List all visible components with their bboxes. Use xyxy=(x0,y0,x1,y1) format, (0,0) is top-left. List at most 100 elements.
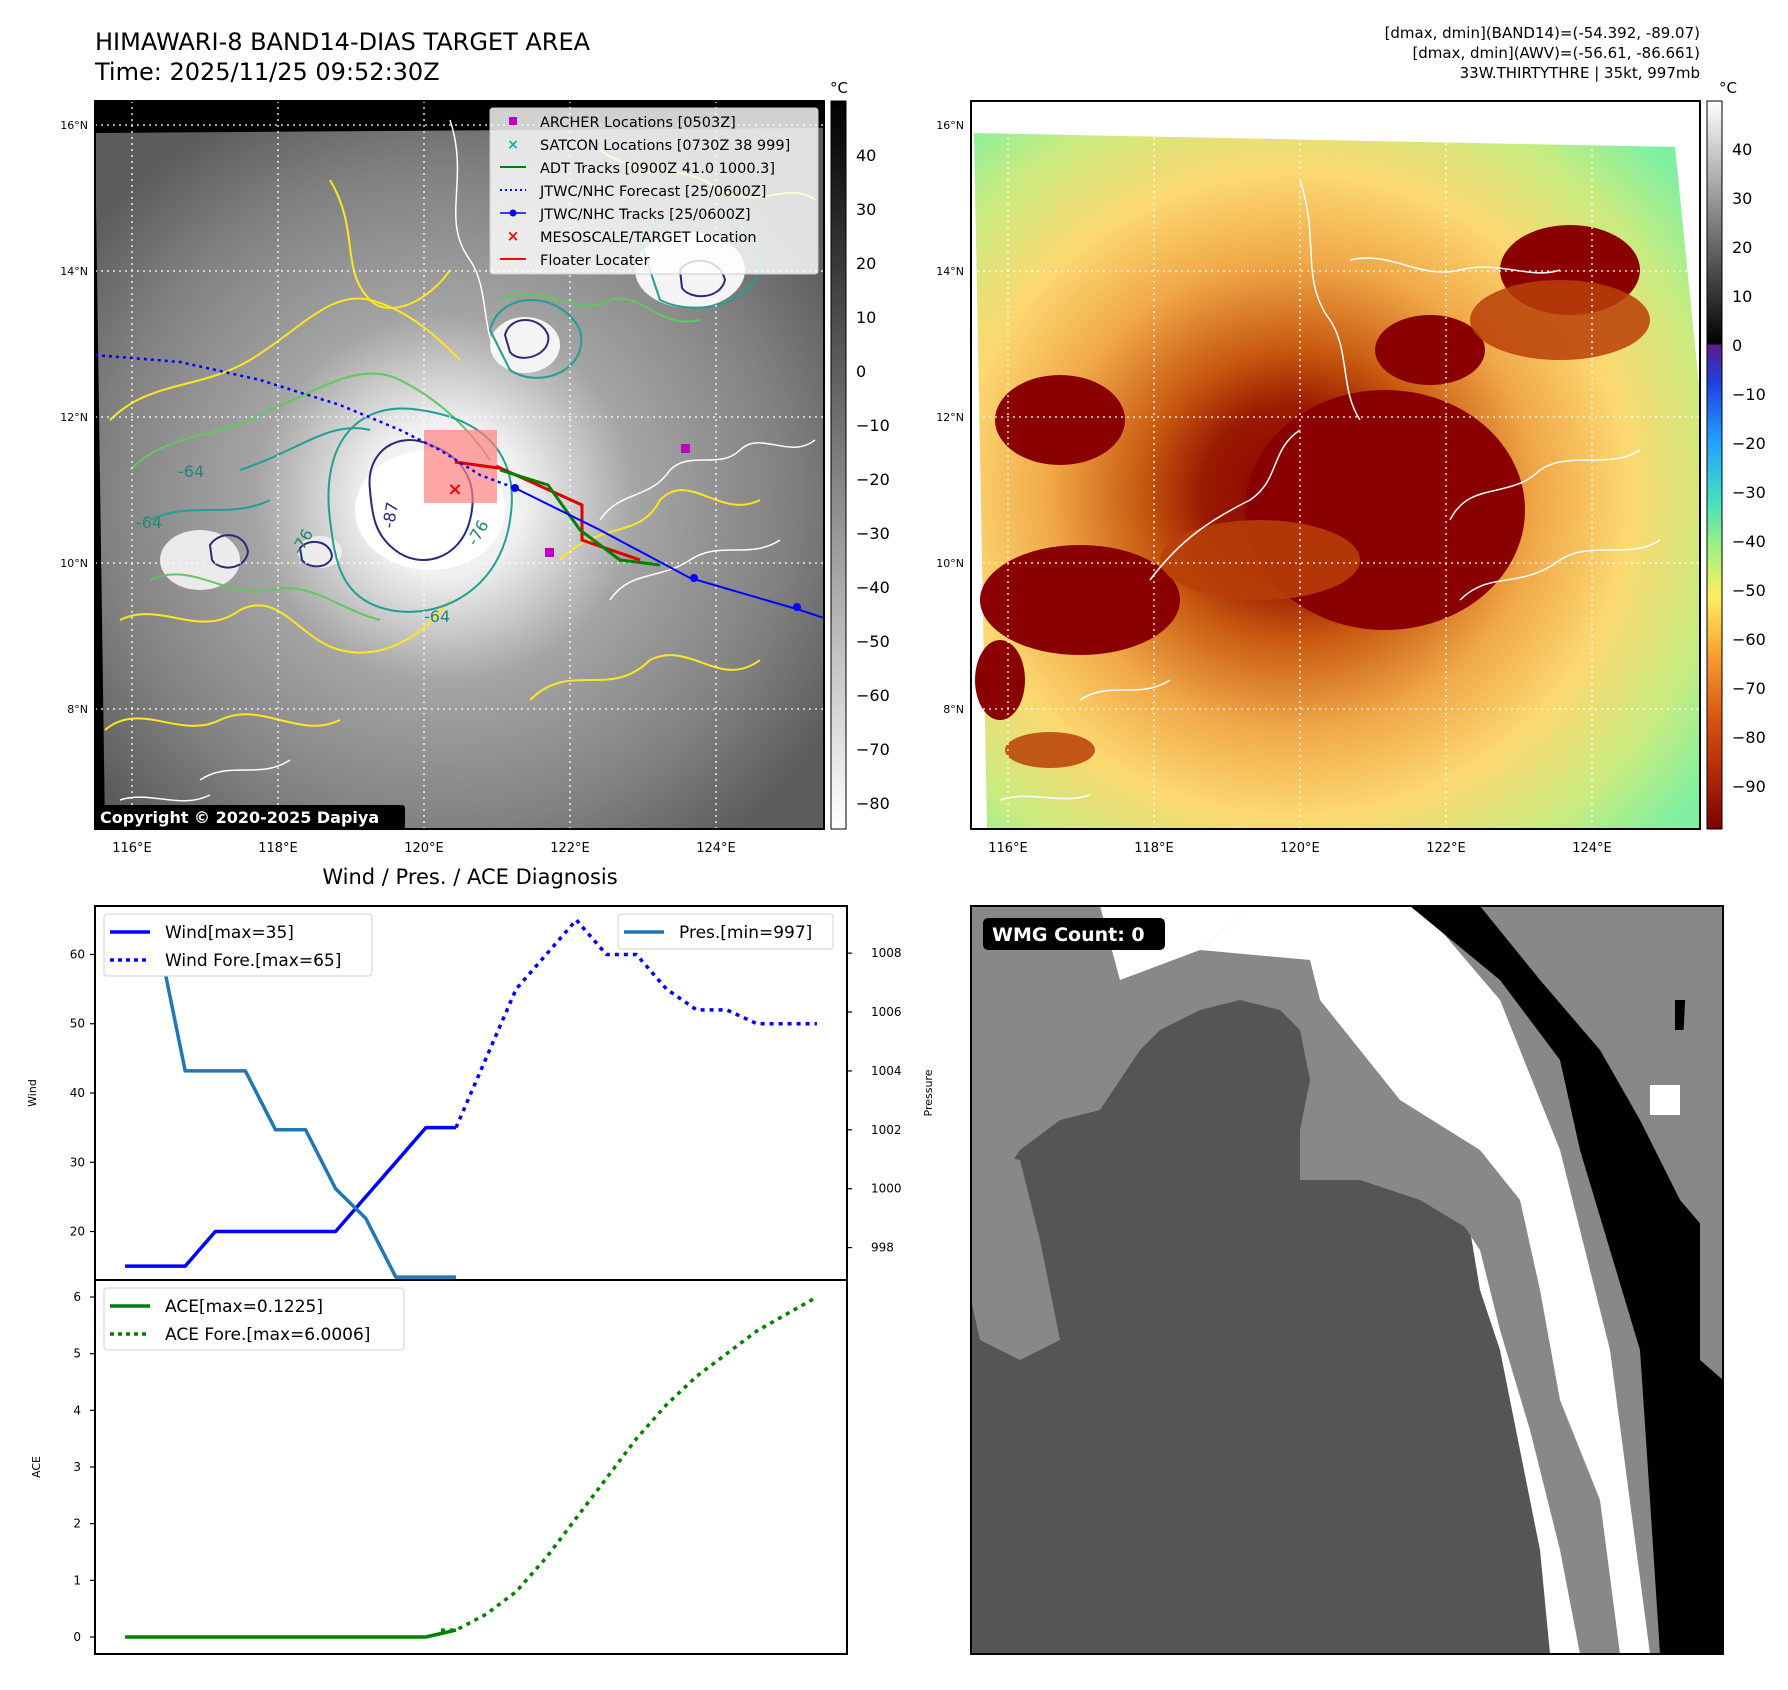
map-legend: × × ARCHER Locations [0503Z] SATCON Loca… xyxy=(489,107,819,275)
wind-forecast-line xyxy=(454,918,817,1129)
colorbar-tick: 0 xyxy=(856,362,866,381)
colorbar-tick: −60 xyxy=(1732,630,1766,649)
colorbar-tick: 40 xyxy=(856,146,876,165)
colorbar-tick: 20 xyxy=(1732,238,1752,257)
colorbar-unit: °C xyxy=(1719,79,1737,97)
lon-tick: 118°E xyxy=(258,841,298,856)
lon-tick: 120°E xyxy=(404,841,444,856)
contour-label: -64 xyxy=(178,462,204,481)
pressure-legend: Pres.[min=997] xyxy=(617,913,834,950)
colorbar-tick: −60 xyxy=(856,686,890,705)
wind-tick-label: 40 xyxy=(70,1086,85,1100)
lon-tick: 124°E xyxy=(696,841,736,856)
pressure-tick-label: 1006 xyxy=(871,1005,902,1019)
colorbar-tick: 40 xyxy=(1732,140,1752,159)
lat-tick: 16°N xyxy=(60,119,88,132)
colorbar-tick: −70 xyxy=(1732,679,1766,698)
pressure-tick-label: 1008 xyxy=(871,946,902,960)
legend-entry-jtwc-tracks: JTWC/NHC Tracks [25/0600Z] xyxy=(539,207,751,223)
colorbar-tick: −80 xyxy=(1732,728,1766,747)
mesoscale-target-marker: × xyxy=(447,479,462,500)
colorbar-tick: −20 xyxy=(1732,434,1766,453)
ace-tick-label: 1 xyxy=(73,1573,81,1587)
colorbar-tick: −40 xyxy=(1732,532,1766,551)
svg-text:×: × xyxy=(507,227,520,245)
lat-tick: 14°N xyxy=(60,265,88,278)
legend-entry-floater: Floater Locater xyxy=(540,253,649,269)
awv-map xyxy=(971,101,1700,829)
legend-ace: ACE[max=0.1225] xyxy=(165,1297,323,1317)
pressure-axis-label: Pressure xyxy=(922,1069,935,1116)
legend-wind-forecast: Wind Fore.[max=65] xyxy=(165,951,341,971)
ir-map-lon-ticks: 116°E 118°E 120°E 122°E 124°E xyxy=(112,841,736,856)
ace-tick-label: 6 xyxy=(73,1290,81,1304)
colorbar-tick: 30 xyxy=(1732,189,1752,208)
diagnosis-title: Wind / Pres. / ACE Diagnosis xyxy=(322,865,617,889)
legend-pressure: Pres.[min=997] xyxy=(679,923,812,943)
wind-line xyxy=(125,1125,456,1268)
colorbar-tick: −80 xyxy=(856,794,890,813)
jtwc-forecast-track xyxy=(95,353,516,490)
colorbar-tick: −50 xyxy=(856,632,890,651)
figure-title: HIMAWARI-8 BAND14-DIAS TARGET AREA xyxy=(95,28,591,56)
colorbar-tick: −70 xyxy=(856,740,890,759)
ace-tick-label: 4 xyxy=(73,1403,81,1417)
colorbar-tick: −50 xyxy=(1732,581,1766,600)
ace-axis-label: ACE xyxy=(30,1456,43,1478)
jtwc-track-point xyxy=(793,603,801,611)
colorbar-tick: 20 xyxy=(856,254,876,273)
floater-locater-track xyxy=(454,460,641,562)
lon-tick: 116°E xyxy=(112,841,152,856)
colorbar-tick: 0 xyxy=(1732,336,1742,355)
colorbar-unit: °C xyxy=(830,79,848,97)
colorbar-tick: −10 xyxy=(1732,385,1766,404)
lon-tick: 124°E xyxy=(1572,841,1612,856)
lat-tick: 10°N xyxy=(936,557,964,570)
ir-map: -64 -64 -76 -76 -87 -64 × × × xyxy=(95,101,824,829)
lon-tick: 122°E xyxy=(550,841,590,856)
wind-tick-label: 20 xyxy=(70,1225,85,1239)
colorbar-tick: 10 xyxy=(1732,287,1752,306)
copyright-label: Copyright © 2020-2025 Dapiya xyxy=(100,808,379,827)
ir-map-lat-ticks: 16°N 14°N 12°N 10°N 8°N xyxy=(60,119,88,716)
ace-legend: ACE[max=0.1225] ACE Fore.[max=6.0006] xyxy=(103,1287,405,1351)
archer-location xyxy=(681,444,690,453)
colorbar-tick: −90 xyxy=(1732,777,1766,796)
colorbar-tick: −40 xyxy=(856,578,890,597)
wmg-count: WMG Count: 0 xyxy=(992,924,1145,946)
contour-label: -64 xyxy=(136,513,162,532)
ace-tick-label: 2 xyxy=(73,1517,81,1531)
figure-time: Time: 2025/11/25 09:52:30Z xyxy=(94,58,440,86)
stats-band14: [dmax, dmin](BAND14)=(-54.392, -89.07) xyxy=(1385,24,1700,42)
lat-tick: 8°N xyxy=(67,703,88,716)
lon-tick: 122°E xyxy=(1426,841,1466,856)
wind-tick-label: 30 xyxy=(70,1155,85,1169)
lat-tick: 12°N xyxy=(936,411,964,424)
pressure-tick-label: 1002 xyxy=(871,1123,902,1137)
lat-tick: 12°N xyxy=(60,411,88,424)
ace-tick-label: 0 xyxy=(73,1630,81,1644)
ace-chart: ACE 0 1 2 3 4 5 6 ACE[max=0.1225] ACE Fore.[ma… xyxy=(30,1279,848,1655)
legend-entry-mesoscale: MESOSCALE/TARGET Location xyxy=(540,230,757,246)
wind-tick-label: 60 xyxy=(70,947,85,961)
lat-tick: 10°N xyxy=(60,557,88,570)
colorbar-tick: −30 xyxy=(856,524,890,543)
storm-info: 33W.THIRTYTHRE | 35kt, 997mb xyxy=(1460,64,1700,82)
wind-axis-label: Wind xyxy=(26,1079,39,1107)
legend-entry-archer: ARCHER Locations [0503Z] xyxy=(540,115,736,131)
archer-location xyxy=(545,548,554,557)
colorbar-tick: −30 xyxy=(1732,483,1766,502)
pressure-tick-label: 998 xyxy=(871,1241,894,1255)
pressure-line xyxy=(125,921,456,1279)
colorbar-tick: 30 xyxy=(856,200,876,219)
legend-ace-forecast: ACE Fore.[max=6.0006] xyxy=(165,1325,370,1345)
lat-tick: 8°N xyxy=(943,703,964,716)
ace-tick-label: 3 xyxy=(73,1460,81,1474)
lat-tick: 16°N xyxy=(936,119,964,132)
adt-track xyxy=(499,468,661,567)
wind-legend: Wind[max=35] Wind Fore.[max=65] xyxy=(103,913,373,977)
lat-tick: 14°N xyxy=(936,265,964,278)
legend-entry-satcon: SATCON Locations [0730Z 38 999] xyxy=(540,138,790,154)
colorbar-tick: −10 xyxy=(856,416,890,435)
